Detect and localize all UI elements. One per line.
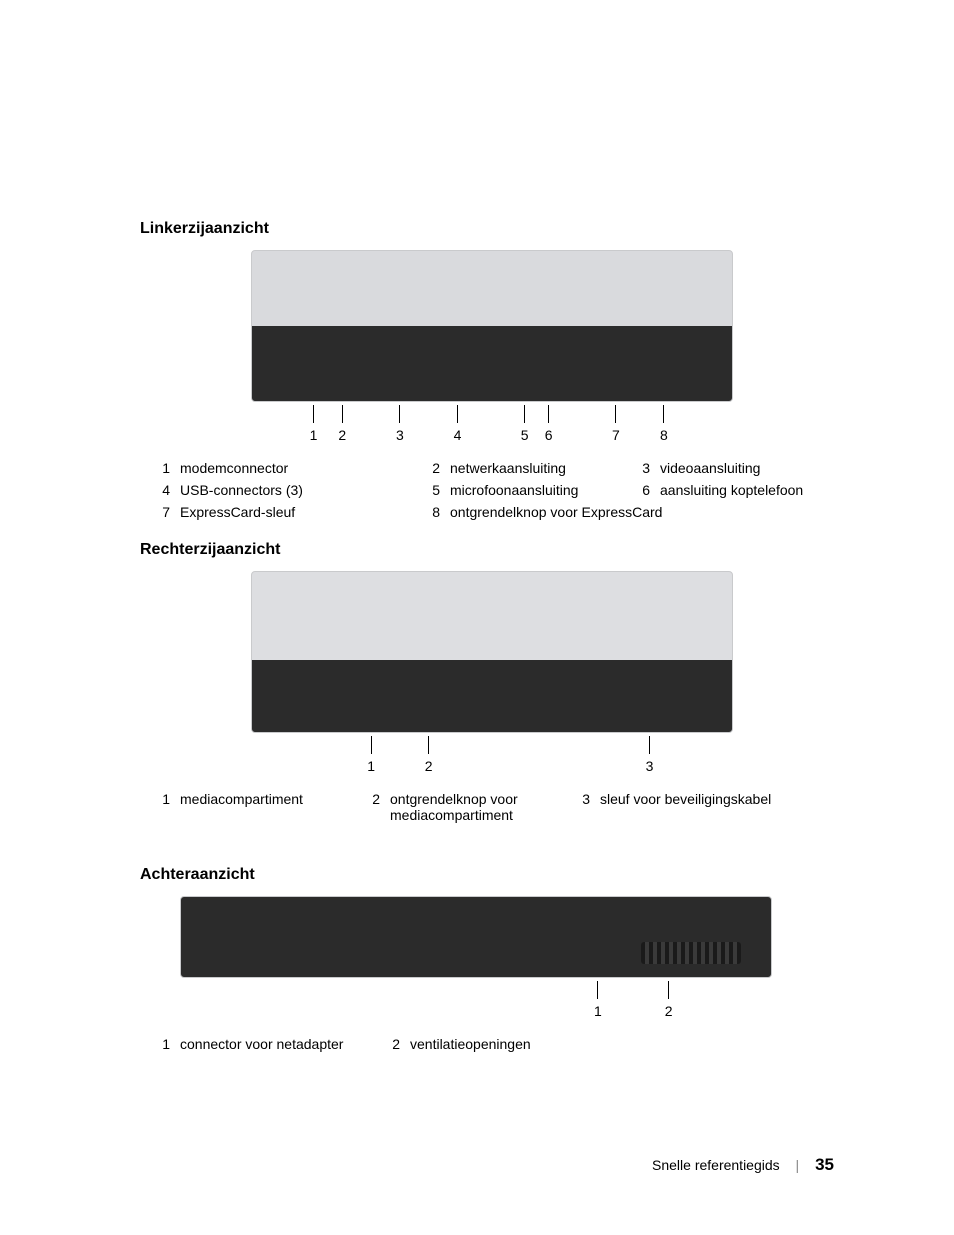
legend-num: 3	[630, 457, 660, 479]
legend-label: ontgrendelknop voor mediacompartiment	[390, 788, 570, 826]
laptop-left-side-diagram: 1 2 3 4 5 6 7 8	[251, 250, 733, 402]
legend-row: 7 ExpressCard-sleuf 8 ontgrendelknop voo…	[150, 501, 840, 523]
heading-left-view: Linkerzijaanzicht	[140, 220, 844, 238]
legend-num: 7	[150, 501, 180, 523]
legend-num: 2	[380, 1033, 410, 1055]
legend-num: 1	[150, 457, 180, 479]
legend-label: USB-connectors (3)	[180, 479, 420, 501]
legend-label: videoaansluiting	[660, 457, 840, 479]
legend-back: 1 connector voor netadapter 2 ventilatie…	[150, 1033, 600, 1055]
callout-num: 7	[612, 427, 620, 443]
legend-num: 5	[420, 479, 450, 501]
legend-num: 2	[360, 788, 390, 826]
legend-row: 1 modemconnector 2 netwerkaansluiting 3 …	[150, 457, 840, 479]
callout-num: 1	[594, 1003, 602, 1019]
manual-page: Linkerzijaanzicht 1 2 3 4 5 6 7 8 1 mode…	[0, 0, 954, 1235]
figure-back-view: 1 2	[180, 896, 844, 983]
laptop-back-diagram: 1 2	[180, 896, 772, 978]
legend-num: 4	[150, 479, 180, 501]
legend-num: 2	[420, 457, 450, 479]
legend-row: 4 USB-connectors (3) 5 microfoonaansluit…	[150, 479, 840, 501]
callout-num: 1	[367, 758, 375, 774]
legend-label: netwerkaansluiting	[450, 457, 630, 479]
page-footer: Snelle referentiegids | 35	[652, 1155, 834, 1175]
legend-num: 1	[150, 1033, 180, 1055]
figure-left-view: 1 2 3 4 5 6 7 8	[140, 250, 844, 407]
figure-right-view: 1 2 3	[140, 571, 844, 738]
legend-label: aansluiting koptelefoon	[660, 479, 840, 501]
legend-right: 1 mediacompartiment 2 ontgrendelknop voo…	[150, 788, 790, 826]
callout-num: 5	[521, 427, 529, 443]
laptop-right-side-diagram: 1 2 3	[251, 571, 733, 733]
footer-divider: |	[796, 1157, 800, 1173]
callout-num: 3	[646, 758, 654, 774]
legend-num: 6	[630, 479, 660, 501]
callout-num: 8	[660, 427, 668, 443]
footer-page-number: 35	[815, 1155, 834, 1174]
legend-row: 1 mediacompartiment 2 ontgrendelknop voo…	[150, 788, 790, 826]
callout-num: 3	[396, 427, 404, 443]
legend-label: ventilatieopeningen	[410, 1033, 600, 1055]
legend-label: microfoonaansluiting	[450, 479, 630, 501]
callout-num: 2	[665, 1003, 673, 1019]
heading-right-view: Rechterzijaanzicht	[140, 541, 844, 559]
callout-num: 4	[454, 427, 462, 443]
callout-num: 2	[338, 427, 346, 443]
legend-row: 1 connector voor netadapter 2 ventilatie…	[150, 1033, 600, 1055]
legend-label: sleuf voor beveiligingskabel	[600, 788, 790, 826]
callout-num: 6	[545, 427, 553, 443]
legend-left: 1 modemconnector 2 netwerkaansluiting 3 …	[150, 457, 840, 523]
legend-label: ontgrendelknop voor ExpressCard	[450, 501, 840, 523]
legend-num: 1	[150, 788, 180, 826]
footer-doc-title: Snelle referentiegids	[652, 1157, 780, 1173]
legend-label: ExpressCard-sleuf	[180, 501, 420, 523]
legend-label: modemconnector	[180, 457, 420, 479]
heading-back-view: Achteraanzicht	[140, 866, 844, 884]
legend-label: connector voor netadapter	[180, 1033, 380, 1055]
legend-label: mediacompartiment	[180, 788, 360, 826]
callout-num: 1	[310, 427, 318, 443]
callout-num: 2	[425, 758, 433, 774]
legend-num: 8	[420, 501, 450, 523]
legend-num: 3	[570, 788, 600, 826]
